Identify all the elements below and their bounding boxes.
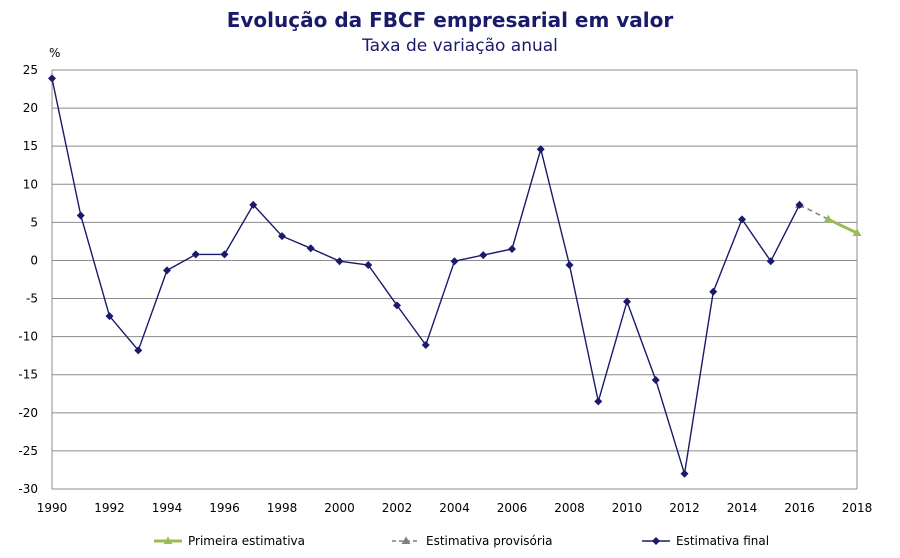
legend-label: Primeira estimativa <box>188 534 305 548</box>
x-tick-label: 2018 <box>842 501 873 515</box>
x-tick-label: 2012 <box>669 501 700 515</box>
x-tick-label: 2004 <box>439 501 470 515</box>
data-point-marker <box>652 537 660 545</box>
data-point-marker <box>249 200 258 209</box>
data-point-marker <box>48 74 56 83</box>
y-tick-label: 0 <box>30 253 38 267</box>
data-point-marker <box>709 287 718 296</box>
legend: Primeira estimativa Estimativa provisória… <box>154 534 769 548</box>
data-point-marker <box>306 244 315 253</box>
x-tick-label: 2008 <box>554 501 585 515</box>
x-tick-label: 2014 <box>727 501 758 515</box>
data-point-marker <box>163 266 171 275</box>
data-point-marker <box>852 228 862 237</box>
x-tick-label: 2000 <box>324 501 355 515</box>
y-tick-label: 20 <box>23 101 38 115</box>
data-point-marker <box>536 145 545 154</box>
series-line <box>799 204 829 220</box>
x-axis-tick-labels: 1990 1992 1994 1996 1998 2000 2002 2004 2006 2008… <box>37 501 873 515</box>
data-point-marker <box>680 469 689 478</box>
grid-lines <box>51 69 858 490</box>
data-point-marker <box>163 536 173 544</box>
data-point-marker <box>823 214 833 223</box>
data-point-marker <box>220 250 229 259</box>
data-point-marker <box>766 257 775 266</box>
y-tick-label: 15 <box>23 139 38 153</box>
legend-label: Estimativa provisória <box>426 534 553 548</box>
x-tick-label: 1996 <box>209 501 240 515</box>
y-tick-label: -30 <box>18 482 38 496</box>
y-axis-tick-labels: 25 20 15 10 5 0 -5 -10 -15 -20 -25 -30 <box>18 63 38 496</box>
x-tick-label: 2016 <box>784 501 815 515</box>
y-tick-label: 25 <box>23 63 38 77</box>
data-point-marker <box>401 536 411 544</box>
data-point-marker <box>421 341 430 350</box>
y-tick-label: -25 <box>18 444 38 458</box>
y-tick-label: -10 <box>18 330 38 344</box>
data-point-marker <box>105 312 114 321</box>
x-tick-label: 2006 <box>497 501 528 515</box>
chart-title: Evolução da FBCF empresarial em valor <box>226 8 674 32</box>
data-point-marker <box>450 257 459 266</box>
data-point-marker <box>191 250 200 259</box>
chart-subtitle: Taxa de variação anual <box>362 36 558 56</box>
data-point-marker <box>623 297 631 306</box>
y-tick-label: 10 <box>23 177 38 191</box>
x-tick-label: 2002 <box>382 501 413 515</box>
x-tick-label: 1990 <box>37 501 68 515</box>
x-tick-label: 2010 <box>612 501 643 515</box>
data-point-marker <box>738 215 746 224</box>
data-point-marker <box>364 261 373 270</box>
x-tick-label: 1992 <box>94 501 125 515</box>
data-point-marker <box>594 397 603 406</box>
data-point-marker <box>134 346 143 355</box>
data-point-marker <box>565 261 574 270</box>
y-tick-label: -5 <box>26 292 38 306</box>
data-point-marker <box>795 200 804 209</box>
y-axis-label: % <box>49 46 60 60</box>
series-line <box>51 78 801 475</box>
data-point-marker <box>508 245 516 254</box>
y-tick-label: -20 <box>18 406 38 420</box>
series-line <box>827 217 858 235</box>
data-point-marker <box>393 301 401 310</box>
x-tick-label: 1994 <box>152 501 183 515</box>
data-point-marker <box>651 376 660 385</box>
data-point-marker <box>76 211 85 220</box>
data-point-marker <box>335 257 344 266</box>
data-point-marker <box>278 232 286 241</box>
y-tick-label: -15 <box>18 368 38 382</box>
legend-label: Estimativa final <box>676 534 769 548</box>
series-group <box>48 74 862 478</box>
data-point-marker <box>479 251 488 260</box>
y-tick-label: 5 <box>30 215 38 229</box>
x-tick-label: 1998 <box>267 501 298 515</box>
